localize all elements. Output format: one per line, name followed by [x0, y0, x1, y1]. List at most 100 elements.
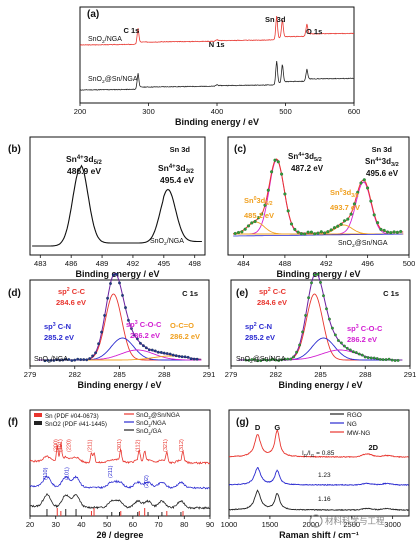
series-line-sno2-ga — [29, 493, 211, 510]
label-part: 3d — [84, 154, 94, 164]
data-point — [274, 358, 278, 362]
x-tick-label: 285 — [314, 370, 327, 379]
data-point — [138, 341, 142, 345]
data-point — [331, 326, 334, 330]
label-part: SnO — [88, 76, 103, 83]
component-value: 285.2 eV — [44, 333, 74, 342]
label-part: C-C — [271, 287, 287, 296]
data-point — [85, 358, 89, 362]
data-point — [253, 358, 257, 361]
x-axis-label: Binding energy / eV — [175, 117, 259, 127]
data-point — [268, 358, 272, 362]
label-part: 3/2 — [351, 193, 358, 199]
peak-value: 495.6 eV — [366, 169, 399, 178]
legend-label: RGO — [347, 412, 362, 419]
label-part: 2 — [148, 423, 151, 428]
data-point — [319, 230, 323, 234]
x-tick-label: 30 — [52, 520, 60, 529]
data-point — [392, 230, 396, 234]
peak-label: N 1s — [209, 40, 225, 49]
data-point — [396, 359, 400, 362]
x-tick-label: 496 — [361, 259, 374, 268]
data-point — [46, 359, 50, 362]
legend-swatch — [34, 413, 42, 417]
legend-label: SnO2/NGA — [136, 420, 167, 428]
panel-letter: (b) — [8, 144, 21, 155]
component-label: sp3 C-N — [44, 322, 71, 331]
data-point — [283, 192, 287, 196]
data-point — [58, 358, 62, 362]
label-part: I — [302, 450, 304, 457]
component-label: O-C=O — [170, 321, 194, 330]
x-tick-label: 300 — [142, 107, 155, 116]
data-point — [389, 231, 393, 235]
spectrum-title: Sn 3d — [372, 145, 393, 154]
data-point — [292, 355, 296, 359]
x-tick-label: 40 — [77, 520, 85, 529]
data-point — [171, 353, 175, 357]
data-point — [189, 357, 193, 361]
label-part: sp — [44, 322, 53, 331]
label-part: 3d — [305, 152, 314, 161]
data-point — [366, 356, 370, 360]
series-line-mw-ng — [228, 429, 409, 459]
x-tick-label: 500 — [403, 259, 416, 268]
label-part: 2 — [102, 79, 105, 85]
baseline — [233, 233, 403, 237]
data-point — [286, 209, 290, 213]
label-part: sp — [347, 324, 356, 333]
data-point — [153, 349, 157, 353]
label-part: C-N — [56, 322, 71, 331]
data-point — [236, 230, 241, 235]
watermark-icon — [309, 514, 323, 528]
label-part: 3 — [135, 320, 138, 326]
data-point — [357, 352, 361, 356]
data-point — [348, 348, 352, 352]
data-point — [339, 222, 343, 226]
data-point — [385, 230, 390, 234]
label-part: /NGA — [151, 420, 167, 427]
label-part: C-N — [257, 322, 272, 331]
data-point — [52, 359, 56, 362]
label-part: @Sn/NGA — [253, 356, 286, 363]
component-value: 286.2 eV — [347, 335, 377, 344]
x-tick-label: 498 — [188, 259, 201, 268]
label-part: 4+ — [298, 152, 305, 158]
x-tick-label: 486 — [65, 259, 78, 268]
data-point — [243, 227, 247, 231]
peak-label: Sn4+3d5/2 — [288, 152, 322, 163]
data-point — [399, 229, 403, 234]
data-point — [378, 358, 382, 361]
data-point — [319, 281, 322, 284]
component-value: 284.6 eV — [56, 298, 86, 307]
ratio-label: 1.23 — [318, 472, 331, 479]
data-point — [240, 230, 244, 234]
peak-value: 486.9 eV — [67, 166, 101, 176]
peak-label: C 1s — [123, 26, 139, 35]
label-part: 5/2 — [314, 157, 322, 163]
data-point — [363, 355, 367, 359]
miller-label: (220) — [67, 439, 73, 452]
component-label: sp3 C-O-C — [347, 324, 383, 333]
data-point — [390, 358, 394, 362]
panel-letter: (f) — [8, 417, 18, 428]
panel-d: 279 282 285 288 291 Binding energy / eV (d) C 1… — [8, 272, 216, 390]
x-tick-label: 483 — [34, 259, 47, 268]
data-point — [49, 359, 53, 362]
data-point — [162, 351, 166, 355]
data-point — [250, 221, 254, 225]
data-point — [82, 358, 86, 362]
data-point — [336, 224, 340, 228]
label-part: 4+ — [375, 157, 382, 163]
miller-label: (200) — [53, 439, 59, 452]
x-tick-label: 291 — [203, 370, 216, 379]
x-tick-label: 288 — [359, 370, 372, 379]
x-tick-label: 279 — [24, 370, 37, 379]
data-point — [43, 359, 47, 363]
data-point — [387, 357, 391, 361]
fit-component — [233, 181, 404, 235]
data-point — [352, 202, 356, 206]
peak-label: Sn03d5/2 — [244, 196, 273, 207]
label-part: 3d — [257, 196, 266, 205]
